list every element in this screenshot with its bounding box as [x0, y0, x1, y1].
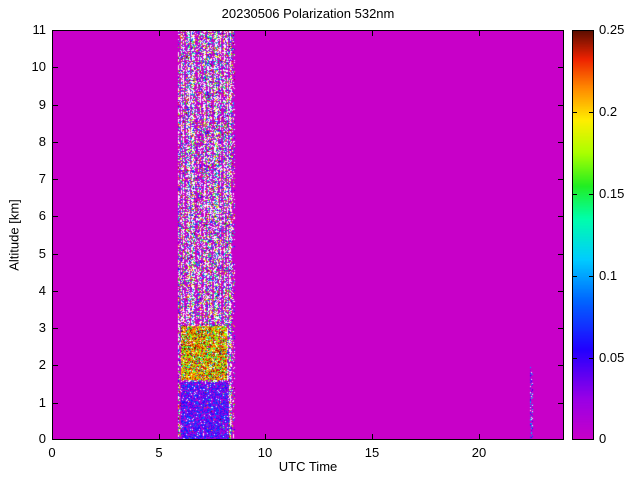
y-tick-label: 9 [38, 97, 46, 112]
x-axis-label: UTC Time [278, 459, 338, 474]
chart-title: 20230506 Polarization 532nm [221, 6, 395, 21]
y-tick-label: 6 [38, 208, 46, 223]
x-tick-label: 5 [155, 445, 163, 460]
x-tick-label: 0 [48, 445, 56, 460]
colorbar-tick-label: 0 [599, 431, 607, 446]
x-tick-label: 15 [364, 445, 380, 460]
y-tick-label: 8 [38, 134, 46, 149]
y-tick-label: 0 [38, 431, 46, 446]
y-tick-label: 3 [38, 320, 46, 335]
y-tick-label: 10 [31, 59, 46, 74]
x-tick-label: 20 [471, 445, 487, 460]
y-tick-label: 7 [38, 171, 46, 186]
colorbar-tick-label: 0.25 [599, 22, 625, 37]
y-tick-label: 1 [38, 395, 46, 410]
heatmap-canvas [52, 30, 564, 440]
x-tick-label: 10 [257, 445, 273, 460]
y-tick-label: 2 [38, 357, 46, 372]
colorbar-tick-label: 0.2 [599, 104, 618, 119]
y-tick-label: 5 [38, 246, 46, 261]
colorbar-canvas [572, 30, 594, 440]
y-tick-label: 11 [32, 22, 47, 37]
colorbar-tick-label: 0.15 [599, 186, 625, 201]
y-tick-label: 4 [38, 283, 46, 298]
colorbar-tick-label: 0.05 [599, 350, 625, 365]
colorbar-tick-label: 0.1 [599, 268, 618, 283]
